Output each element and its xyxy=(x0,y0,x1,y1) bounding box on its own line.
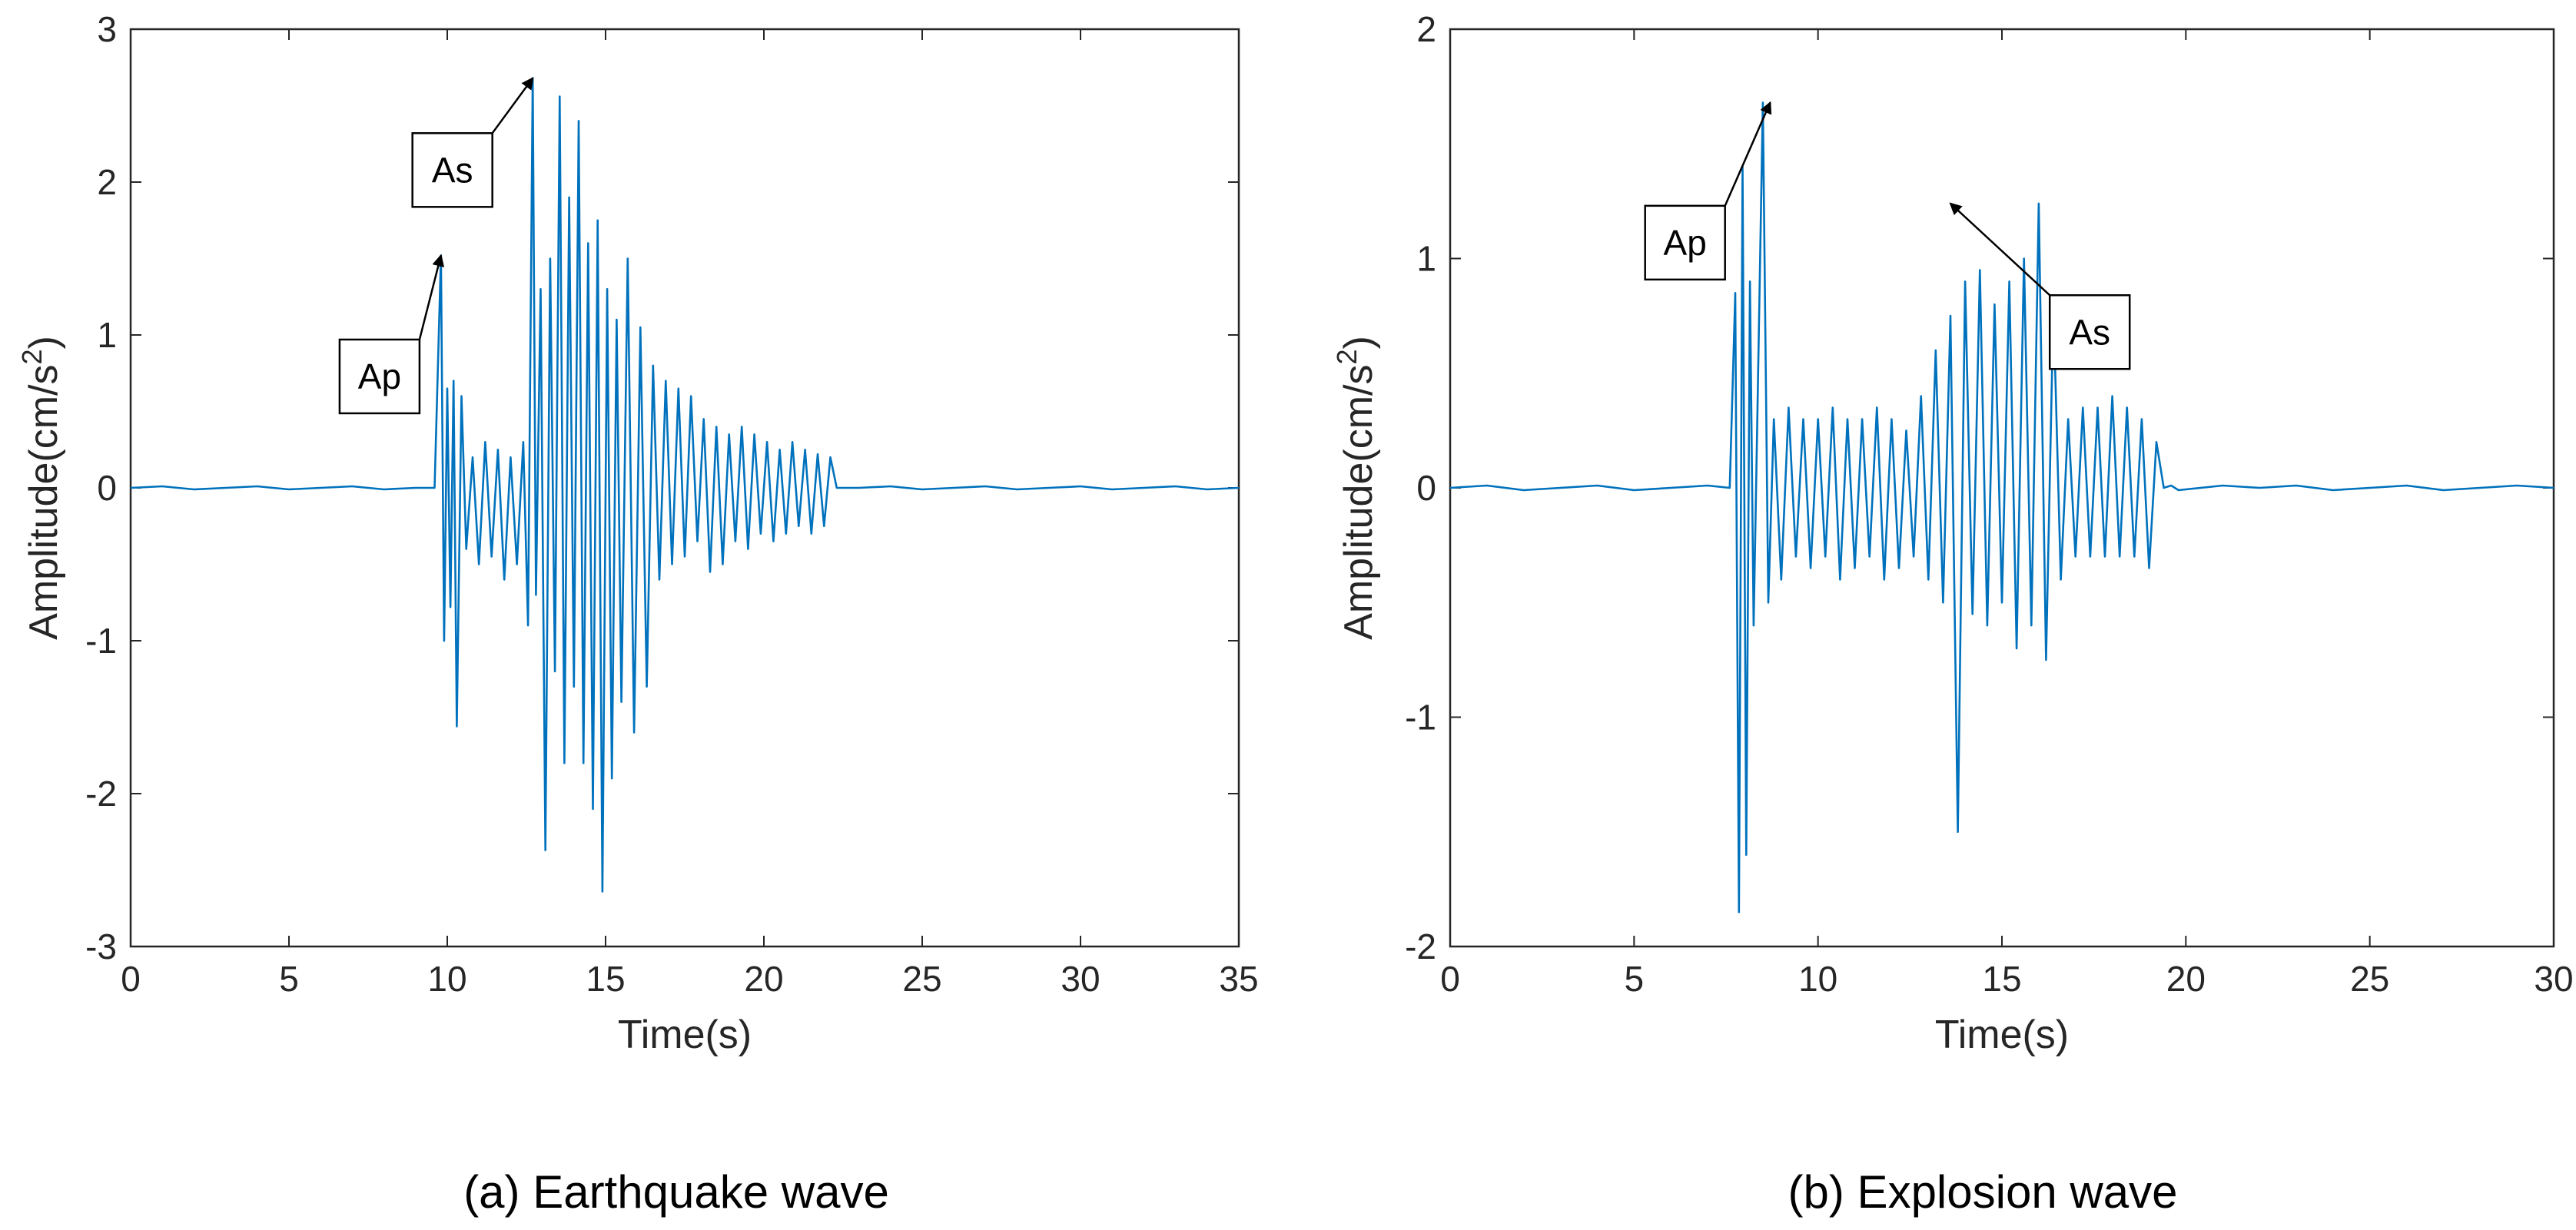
eq-ytick-label: 3 xyxy=(97,9,117,49)
ex-annotation-arrow-as xyxy=(1949,202,2051,297)
ex-xtick-label: 10 xyxy=(1798,959,1837,999)
caption-earthquake: (a) Earthquake wave xyxy=(463,1166,889,1218)
eq-xtick-label: 25 xyxy=(902,959,941,999)
eq-annotation-label-as: As xyxy=(432,150,473,190)
eq-axes-box xyxy=(129,28,1240,948)
eq-ytick-label: -2 xyxy=(85,774,117,814)
ex-xtick-label: 15 xyxy=(1982,959,2021,999)
eq-x-axis-label: Time(s) xyxy=(618,1013,752,1057)
ex-ytick-label: -2 xyxy=(1405,927,1436,966)
explosion-wave-chart: 0 5 10 15 20 25 30210-1-2Time(s)Amplitude(cm/s… xyxy=(1331,9,2574,1057)
eq-y-axis-label: Amplitude(cm/s2) xyxy=(16,336,67,640)
ex-trace-line xyxy=(1449,101,2554,913)
eq-annotation-arrow-as xyxy=(491,77,534,134)
eq-xtick-label: 20 xyxy=(744,959,783,999)
eq-ytick-label: 1 xyxy=(97,315,117,355)
ex-xtick-label: 30 xyxy=(2534,959,2573,999)
ex-annotation-box-ap xyxy=(1644,204,1726,281)
eq-annotation-arrow-ap xyxy=(418,254,445,340)
ex-ytick-label: 0 xyxy=(1416,468,1436,508)
ex-annotation-box-as xyxy=(2048,294,2131,370)
eq-ytick-label: -1 xyxy=(85,621,117,661)
ex-xtick-label: 0 xyxy=(1440,959,1460,999)
eq-annotation-box-ap xyxy=(338,338,421,415)
eq-annotation-box-as xyxy=(411,132,493,208)
earthquake-wave-chart: 0 5 10 15 20 25 30 353210-1-2-3Time(s)Amplitude… xyxy=(16,9,1259,1057)
ex-xtick-label: 20 xyxy=(2166,959,2206,999)
eq-xtick-label: 35 xyxy=(1219,959,1258,999)
eq-trace-line xyxy=(130,77,1240,893)
ex-annotation-label-as: As xyxy=(2069,312,2110,352)
eq-xtick-label: 5 xyxy=(279,959,299,999)
ex-xtick-label: 5 xyxy=(1625,959,1645,999)
ex-x-axis-label: Time(s) xyxy=(1935,1013,2069,1057)
ex-annotation-label-ap: Ap xyxy=(1664,223,1707,263)
caption-explosion: (b) Explosion wave xyxy=(1788,1166,2178,1218)
ex-xtick-label: 25 xyxy=(2350,959,2389,999)
eq-xtick-label: 10 xyxy=(427,959,466,999)
eq-ytick-label: 2 xyxy=(97,162,117,202)
eq-ytick-label: -3 xyxy=(85,927,117,966)
ex-ytick-label: 1 xyxy=(1416,239,1436,279)
ex-ytick-label: -1 xyxy=(1405,698,1436,738)
eq-xtick-label: 30 xyxy=(1061,959,1100,999)
eq-annotation-label-ap: Ap xyxy=(358,356,401,396)
ex-annotation-arrow-ap xyxy=(1724,101,1772,207)
ex-y-axis-label: Amplitude(cm/s2) xyxy=(1331,336,1382,640)
eq-xtick-label: 15 xyxy=(586,959,625,999)
ex-ytick-label: 2 xyxy=(1416,9,1436,49)
eq-ytick-label: 0 xyxy=(97,468,117,508)
eq-xtick-label: 0 xyxy=(121,959,141,999)
